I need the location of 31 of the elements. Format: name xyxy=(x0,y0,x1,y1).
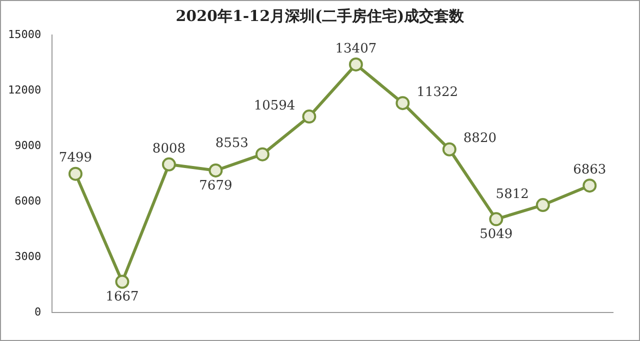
point xyxy=(348,57,363,72)
point xyxy=(255,147,270,162)
data-label: 6863 xyxy=(573,162,606,178)
y-tick-label: 3000 xyxy=(14,250,42,263)
data-label: 10594 xyxy=(254,98,296,114)
point xyxy=(536,198,550,212)
data-label: 8008 xyxy=(152,141,186,156)
data-label: 8820 xyxy=(463,131,496,146)
point xyxy=(302,110,316,124)
data-label: 13407 xyxy=(335,41,377,56)
data-label: 7499 xyxy=(58,150,92,166)
y-tick-label: 12000 xyxy=(8,83,42,96)
point xyxy=(162,157,176,172)
data-label: 1667 xyxy=(106,290,139,305)
y-tick-label: 0 xyxy=(34,305,42,318)
point xyxy=(68,166,82,181)
point xyxy=(115,274,130,289)
point xyxy=(489,212,504,226)
data-label: 7679 xyxy=(199,178,232,194)
data-label: 8553 xyxy=(215,136,248,152)
data-label: 11322 xyxy=(416,84,458,100)
point xyxy=(582,178,597,193)
point xyxy=(396,96,410,110)
data-label: 5049 xyxy=(480,227,513,242)
data-label: 5812 xyxy=(496,186,529,202)
point xyxy=(208,163,223,178)
y-tick-label: 6000 xyxy=(14,194,42,208)
y-tick-label: 9000 xyxy=(14,138,42,152)
y-tick-label: 15000 xyxy=(8,28,42,41)
point xyxy=(442,142,456,156)
chart-title: 2020年1-12月深圳(二手房住宅)成交套数 xyxy=(174,7,466,26)
